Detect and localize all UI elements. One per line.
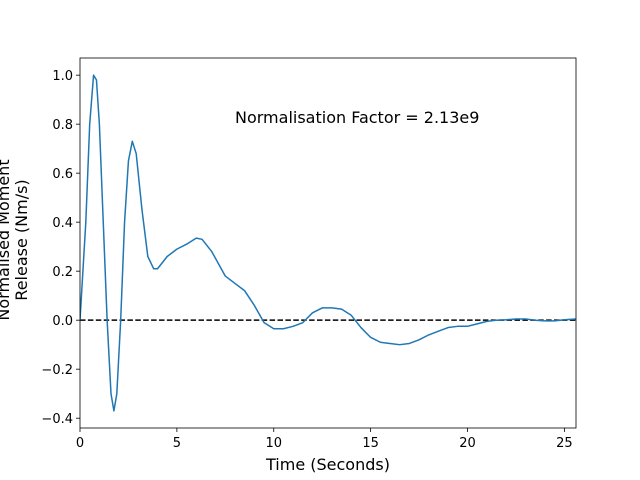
x-tick-label: 5 (173, 436, 181, 451)
y-tick-label: 0.6 (52, 167, 73, 182)
x-tick-label: 10 (265, 436, 282, 451)
x-tick-label: 0 (76, 436, 84, 451)
y-tick-label: 0.8 (52, 118, 73, 133)
y-tick-label: −0.2 (41, 363, 73, 378)
x-tick-label: 25 (556, 436, 573, 451)
x-axis-label: Time (Seconds) (265, 455, 390, 474)
line (80, 74, 576, 412)
y-tick-label: 0.4 (52, 216, 73, 231)
x-tick-label: 15 (362, 436, 379, 451)
plot-frame (79, 57, 577, 429)
y-tick-label: 1.0 (52, 69, 73, 84)
y-tick-label: 0.0 (52, 314, 73, 329)
y-tick-label: −0.4 (41, 412, 73, 427)
y-axis-label: Normalised Moment (0, 159, 13, 320)
x-tick-label: 20 (459, 436, 476, 451)
annotation: Normalisation Factor = 2.13e9 (235, 108, 479, 127)
y-axis-label: Release (Nm/s) (12, 179, 31, 300)
y-tick-label: 0.2 (52, 265, 73, 280)
